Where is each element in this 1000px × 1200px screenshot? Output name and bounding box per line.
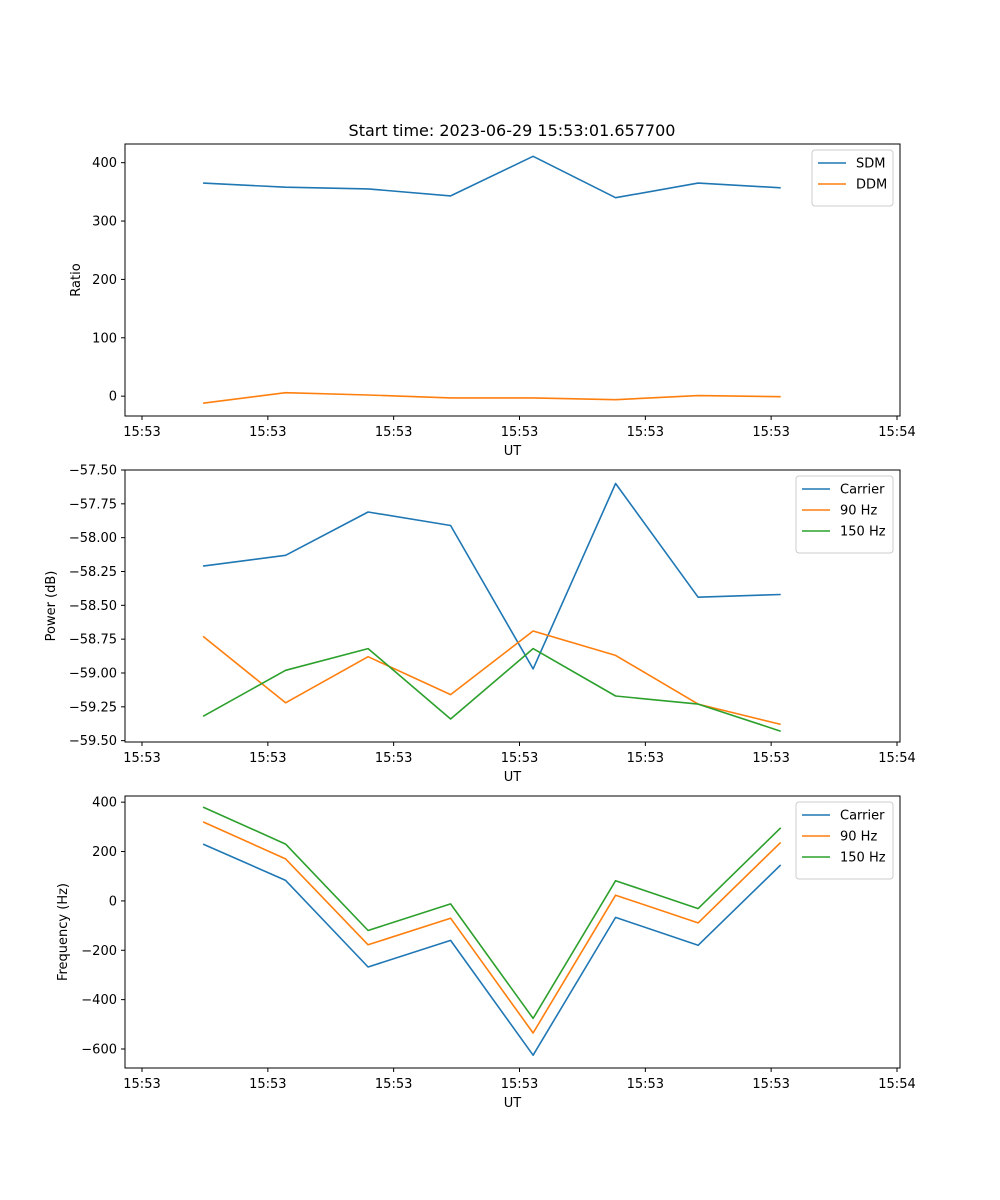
ratio-legend-label: DDM — [856, 178, 887, 193]
ratio-panel: 15:53 15:53 15:53 15:53 15:53 15:53 15:54 0 100 2… — [69, 143, 916, 459]
frequency-series-90-hz — [202, 821, 782, 1034]
ratio-y-tick-label: 200 — [92, 273, 117, 288]
power-x-tick-label: 15:53 — [752, 751, 789, 766]
power-y-axis-label: Power (dB) — [44, 571, 59, 642]
frequency-legend-label: 150 Hz — [840, 851, 886, 866]
power-series-90-hz — [202, 630, 781, 726]
frequency-panel: 15:53 15:53 15:53 15:53 15:53 15:53 15:54 −600 −… — [56, 795, 916, 1111]
frequency-y-tick-label: −600 — [81, 1042, 117, 1057]
power-y-tick-label: −59.00 — [69, 666, 117, 681]
power-x-tick-label: 15:54 — [878, 751, 915, 766]
power-axes-frame — [124, 469, 901, 743]
ratio-y-tick-label: 400 — [92, 156, 117, 171]
power-y-tick-label: −57.50 — [69, 464, 117, 479]
ratio-x-tick-label: 15:53 — [752, 425, 789, 440]
power-y-tick-label: −57.75 — [69, 497, 117, 512]
frequency-series-carrier — [202, 843, 782, 1056]
frequency-legend-label: 90 Hz — [840, 830, 877, 845]
ratio-legend-label: SDM — [856, 157, 885, 172]
power-x-tick-label: 15:53 — [627, 751, 664, 766]
power-legend — [795, 475, 894, 554]
power-series-carrier — [202, 482, 781, 670]
power-y-tick-label: −59.25 — [69, 700, 117, 715]
frequency-legend — [795, 801, 894, 880]
power-x-tick-label: 15:53 — [501, 751, 538, 766]
frequency-y-tick-label: −400 — [81, 993, 117, 1008]
ratio-y-tick-label: 100 — [92, 331, 117, 346]
ratio-axes-frame — [124, 143, 901, 417]
power-x-tick-label: 15:53 — [375, 751, 412, 766]
power-y-tick-label: −58.25 — [69, 565, 117, 580]
ratio-x-tick-label: 15:53 — [123, 425, 160, 440]
power-y-tick-label: −59.50 — [69, 734, 117, 749]
ratio-x-tick-label: 15:53 — [375, 425, 412, 440]
frequency-x-tick-label: 15:54 — [878, 1077, 915, 1092]
power-legend-label: 90 Hz — [840, 504, 877, 519]
ratio-y-tick-label: 300 — [92, 215, 117, 230]
frequency-y-tick-label: 200 — [92, 845, 117, 860]
ratio-x-tick-label: 15:54 — [878, 425, 915, 440]
frequency-x-tick-label: 15:53 — [123, 1077, 160, 1092]
frequency-x-tick-label: 15:53 — [375, 1077, 412, 1092]
frequency-x-tick-label: 15:53 — [752, 1077, 789, 1092]
frequency-x-tick-label: 15:53 — [501, 1077, 538, 1092]
ratio-x-tick-label: 15:53 — [249, 425, 286, 440]
figure-title: Start time: 2023-06-29 15:53:01.657700 — [349, 121, 676, 140]
power-series-150-hz — [202, 647, 781, 732]
frequency-y-tick-label: 400 — [92, 796, 117, 811]
power-x-axis-label: UT — [504, 770, 522, 785]
frequency-x-axis-label: UT — [504, 1096, 522, 1111]
power-legend-label: 150 Hz — [840, 525, 886, 540]
power-y-tick-label: −58.00 — [69, 531, 117, 546]
frequency-legend-label: Carrier — [840, 809, 885, 824]
frequency-y-tick-label: −200 — [81, 944, 117, 959]
ratio-y-tick-label: 0 — [109, 390, 117, 405]
ratio-legend — [811, 149, 894, 207]
ratio-x-axis-label: UT — [504, 444, 522, 459]
power-panel: 15:53 15:53 15:53 15:53 15:53 15:53 15:54 −59.5… — [44, 464, 916, 786]
power-legend-label: Carrier — [840, 483, 885, 498]
frequency-axes-frame — [124, 795, 901, 1069]
frequency-y-axis-label: Frequency (Hz) — [56, 883, 71, 981]
power-x-tick-label: 15:53 — [249, 751, 286, 766]
ratio-x-tick-label: 15:53 — [627, 425, 664, 440]
power-y-tick-label: −58.50 — [69, 599, 117, 614]
frequency-x-tick-label: 15:53 — [627, 1077, 664, 1092]
ratio-series-ddm — [202, 391, 781, 404]
ratio-y-axis-label: Ratio — [69, 263, 84, 296]
ratio-series-sdm — [203, 155, 781, 199]
power-x-tick-label: 15:53 — [123, 751, 160, 766]
frequency-x-tick-label: 15:53 — [249, 1077, 286, 1092]
frequency-y-tick-label: 0 — [109, 894, 117, 909]
ratio-x-tick-label: 15:53 — [501, 425, 538, 440]
frequency-series-150-hz — [202, 806, 782, 1020]
power-y-tick-label: −58.75 — [69, 633, 117, 648]
